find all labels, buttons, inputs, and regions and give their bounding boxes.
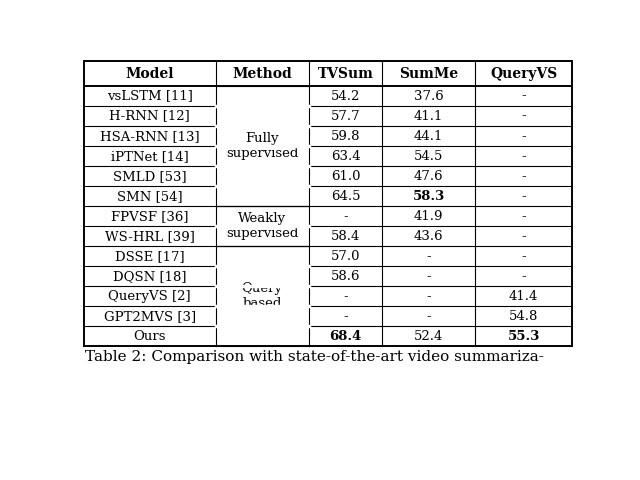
Text: -: -: [522, 270, 526, 283]
Text: -: -: [522, 150, 526, 163]
Text: 52.4: 52.4: [414, 330, 444, 343]
Text: 41.1: 41.1: [414, 109, 444, 122]
Text: -: -: [343, 290, 348, 303]
Text: -: -: [426, 290, 431, 303]
Text: 57.7: 57.7: [331, 109, 360, 122]
Text: 44.1: 44.1: [414, 130, 444, 143]
Text: SumMe: SumMe: [399, 67, 458, 81]
Text: Method: Method: [232, 67, 292, 81]
Text: 43.6: 43.6: [414, 230, 444, 243]
Text: -: -: [426, 270, 431, 283]
Text: SMLD [53]: SMLD [53]: [113, 170, 187, 183]
Text: -: -: [522, 90, 526, 103]
Text: -: -: [522, 230, 526, 243]
Text: -: -: [343, 310, 348, 323]
Text: GPT2MVS [3]: GPT2MVS [3]: [104, 310, 196, 323]
Text: 37.6: 37.6: [414, 90, 444, 103]
Text: 57.0: 57.0: [331, 250, 360, 263]
Text: -: -: [522, 170, 526, 183]
Text: WS-HRL [39]: WS-HRL [39]: [105, 230, 195, 243]
Text: 47.6: 47.6: [414, 170, 444, 183]
Text: 68.4: 68.4: [329, 330, 362, 343]
Text: Table 2: Comparison with state-of-the-art video summariza-: Table 2: Comparison with state-of-the-ar…: [85, 350, 544, 364]
Text: DSSE [17]: DSSE [17]: [115, 250, 184, 263]
Text: 58.6: 58.6: [331, 270, 360, 283]
Text: 54.5: 54.5: [414, 150, 444, 163]
Text: -: -: [522, 130, 526, 143]
Text: Weakly
supervised: Weakly supervised: [226, 212, 298, 240]
Text: -: -: [522, 250, 526, 263]
Text: Query
based: Query based: [242, 282, 283, 310]
Text: Ours: Ours: [134, 330, 166, 343]
Text: -: -: [426, 250, 431, 263]
Text: 54.2: 54.2: [331, 90, 360, 103]
Text: TVSum: TVSum: [317, 67, 373, 81]
Text: DQSN [18]: DQSN [18]: [113, 270, 186, 283]
Text: -: -: [426, 310, 431, 323]
Text: -: -: [522, 210, 526, 223]
Text: QueryVS: QueryVS: [490, 67, 557, 81]
Text: Fully
supervised: Fully supervised: [226, 132, 298, 160]
Text: 55.3: 55.3: [508, 330, 540, 343]
Text: H-RNN [12]: H-RNN [12]: [109, 109, 190, 122]
Text: -: -: [522, 190, 526, 203]
Text: QueryVS [2]: QueryVS [2]: [108, 290, 191, 303]
Text: 41.9: 41.9: [414, 210, 444, 223]
Text: HSA-RNN [13]: HSA-RNN [13]: [100, 130, 200, 143]
Text: 58.4: 58.4: [331, 230, 360, 243]
Text: FPVSF [36]: FPVSF [36]: [111, 210, 189, 223]
Text: vsLSTM [11]: vsLSTM [11]: [107, 90, 193, 103]
Text: Model: Model: [125, 67, 174, 81]
Text: 63.4: 63.4: [331, 150, 360, 163]
Text: -: -: [343, 210, 348, 223]
Text: 41.4: 41.4: [509, 290, 538, 303]
Text: 61.0: 61.0: [331, 170, 360, 183]
Text: 58.3: 58.3: [413, 190, 445, 203]
Text: iPTNet [14]: iPTNet [14]: [111, 150, 189, 163]
Text: 64.5: 64.5: [331, 190, 360, 203]
Text: SMN [54]: SMN [54]: [117, 190, 182, 203]
Text: -: -: [522, 109, 526, 122]
Text: 59.8: 59.8: [331, 130, 360, 143]
Text: 54.8: 54.8: [509, 310, 538, 323]
